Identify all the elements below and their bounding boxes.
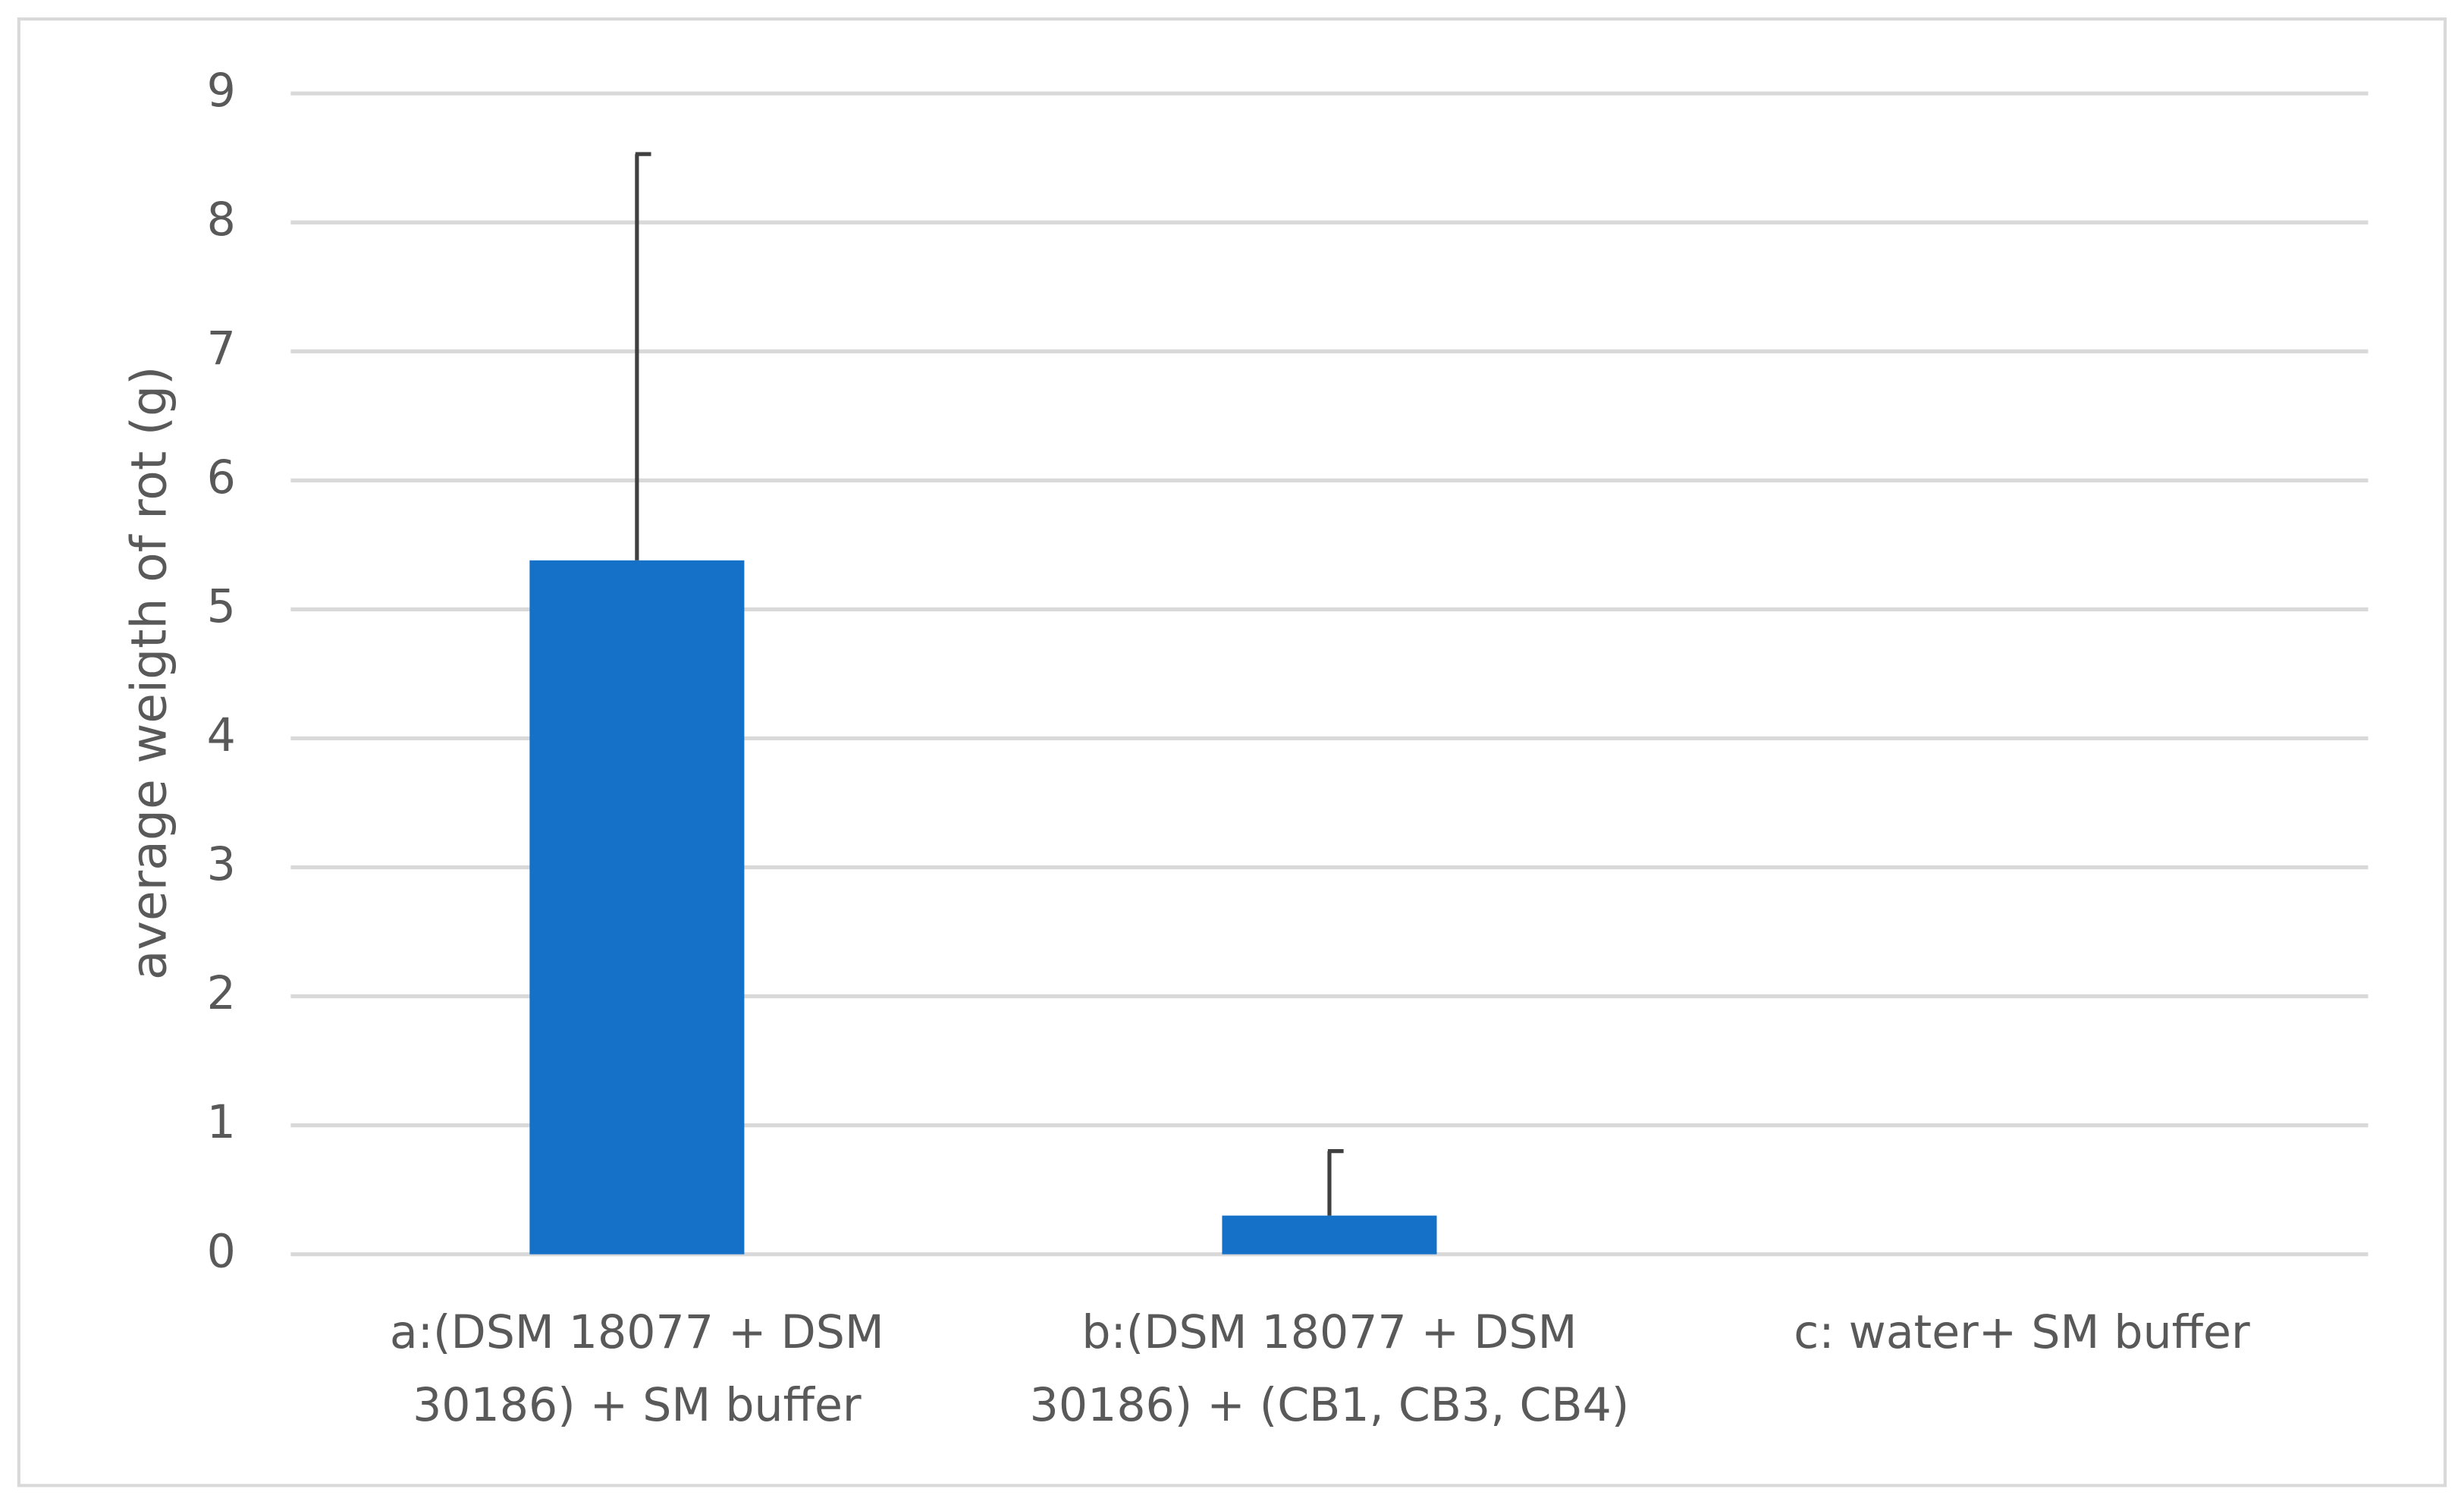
y-tick-label: 8 [207, 193, 236, 247]
y-tick-label: 9 [207, 64, 236, 118]
y-tick-label: 5 [207, 580, 236, 633]
y-tick-label: 7 [207, 322, 236, 375]
x-tick-label-box: a:(DSM 18077 + DSM 30186) + SM buffer [389, 1305, 884, 1432]
y-tick-label: 1 [207, 1096, 236, 1149]
x-tick-label: b:(DSM 18077 + DSM 30186) + (CB1, CB3, C… [1029, 1305, 1630, 1432]
x-tick-label: c: water+ SM buffer [1794, 1305, 2250, 1359]
x-tick-label-box: b:(DSM 18077 + DSM 30186) + (CB1, CB3, C… [1029, 1305, 1630, 1432]
y-tick-label: 0 [207, 1225, 236, 1278]
y-tick-label: 6 [207, 451, 236, 504]
y-tick-label: 2 [207, 967, 236, 1020]
chart-border [17, 17, 2447, 1487]
error-bar [1327, 1148, 1344, 1216]
x-tick-label-box: c: water+ SM buffer [1794, 1305, 2250, 1359]
y-tick-label: 3 [207, 838, 236, 891]
bar [529, 560, 745, 1255]
bar [1222, 1215, 1437, 1255]
error-bar [635, 152, 651, 561]
y-axis-label: average weigth of rot (g) [121, 366, 178, 981]
y-tick-label: 4 [207, 709, 236, 762]
x-tick-label: a:(DSM 18077 + DSM 30186) + SM buffer [389, 1305, 884, 1432]
